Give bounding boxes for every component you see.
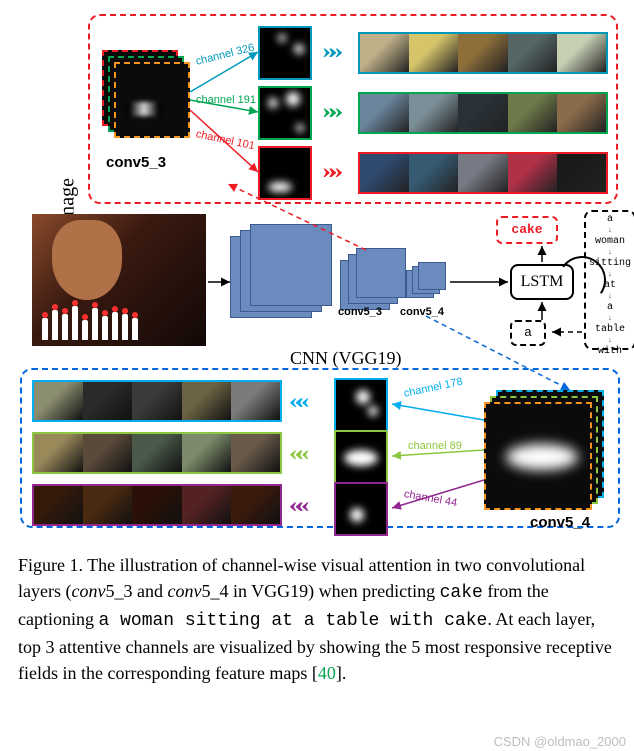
receptive-field-thumb xyxy=(34,486,83,524)
receptive-field-thumb xyxy=(458,34,507,72)
receptive-field-thumb xyxy=(557,34,606,72)
sequence-word: table xyxy=(586,324,634,335)
receptive-field-thumb xyxy=(34,434,83,472)
receptive-field-thumb xyxy=(132,382,181,420)
cake-candles xyxy=(42,296,196,340)
receptive-field-thumb xyxy=(182,434,231,472)
channel-label-191: channel 191 xyxy=(196,94,256,106)
watermark-text: CSDN @oldmao_2000 xyxy=(494,734,626,749)
receptive-field-thumb xyxy=(83,434,132,472)
receptive-field-thumb xyxy=(360,94,409,132)
receptive-field-thumb xyxy=(508,34,557,72)
receptive-field-thumb xyxy=(231,434,280,472)
activation-map xyxy=(258,26,312,80)
activation-map xyxy=(258,146,312,200)
receptive-field-thumb xyxy=(182,382,231,420)
receptive-field-thumb xyxy=(83,382,132,420)
caption-sequence-box: a↓woman↓sitting↓at↓a↓table↓with xyxy=(584,210,634,350)
chevron-right-icon: »» xyxy=(323,158,336,184)
cnn-conv53-label: conv5_3 xyxy=(338,306,382,318)
cnn-block: conv5_3 conv5_4 xyxy=(220,230,470,350)
receptive-field-row xyxy=(32,484,282,526)
tensor-face xyxy=(484,402,592,510)
cnn-plate xyxy=(250,224,332,306)
chevron-left-icon: »» xyxy=(297,492,310,518)
receptive-field-thumb xyxy=(557,94,606,132)
receptive-field-row xyxy=(358,92,608,134)
receptive-field-thumb xyxy=(508,94,557,132)
figure-diagram: conv5_3 channel 326 channel 191 channel … xyxy=(10,10,624,530)
receptive-field-row xyxy=(358,152,608,194)
face-region xyxy=(52,220,122,300)
receptive-field-thumb xyxy=(458,94,507,132)
chevron-left-icon: »» xyxy=(297,388,310,414)
receptive-field-thumb xyxy=(231,486,280,524)
sequence-word: a xyxy=(586,214,634,225)
activation-map xyxy=(334,378,388,432)
receptive-field-thumb xyxy=(360,34,409,72)
receptive-field-thumb xyxy=(231,382,280,420)
receptive-field-thumb xyxy=(557,154,606,192)
chevron-left-icon: »» xyxy=(297,440,310,466)
activation-map xyxy=(258,86,312,140)
receptive-field-thumb xyxy=(458,154,507,192)
conv54-tensor-label: conv5_4 xyxy=(530,514,590,531)
caption-tt-cake: cake xyxy=(440,583,483,603)
receptive-field-thumb xyxy=(132,434,181,472)
citation-link[interactable]: 40 xyxy=(318,663,336,683)
activation-map xyxy=(334,482,388,536)
receptive-field-row xyxy=(32,380,282,422)
predicted-word-box: cake xyxy=(496,216,558,244)
chevron-right-icon: »» xyxy=(323,98,336,124)
receptive-field-thumb xyxy=(182,486,231,524)
receptive-field-thumb xyxy=(508,154,557,192)
sequence-word: a xyxy=(586,302,634,313)
receptive-field-thumb xyxy=(83,486,132,524)
conv53-tensor-label: conv5_3 xyxy=(106,154,166,171)
receptive-field-thumb xyxy=(409,154,458,192)
input-token-box: a xyxy=(510,320,546,346)
sequence-word: sitting xyxy=(586,258,634,269)
receptive-field-row xyxy=(358,32,608,74)
cnn-plate xyxy=(356,248,406,298)
chevron-right-icon: »» xyxy=(323,38,336,64)
receptive-field-thumb xyxy=(34,382,83,420)
caption-tt-phrase: a woman sitting at a table with cake xyxy=(98,611,487,631)
receptive-field-thumb xyxy=(132,486,181,524)
sequence-word: woman xyxy=(586,236,634,247)
receptive-field-row xyxy=(32,432,282,474)
receptive-field-thumb xyxy=(409,34,458,72)
cnn-conv54-label: conv5_4 xyxy=(400,306,444,318)
sequence-word: with xyxy=(586,346,634,357)
cnn-label: CNN (VGG19) xyxy=(290,348,402,369)
figure-caption: Figure 1. The illustration of channel-wi… xyxy=(18,552,618,686)
caption-conv53: conv xyxy=(71,581,105,601)
activation-map xyxy=(334,430,388,484)
figure-label: Figure 1. xyxy=(18,555,83,575)
caption-conv54: conv xyxy=(167,581,201,601)
sequence-word: at xyxy=(586,280,634,291)
receptive-field-thumb xyxy=(409,94,458,132)
receptive-field-thumb xyxy=(360,154,409,192)
input-image xyxy=(32,214,206,346)
channel-label-89: channel 89 xyxy=(408,440,462,452)
cnn-plate xyxy=(418,262,446,290)
